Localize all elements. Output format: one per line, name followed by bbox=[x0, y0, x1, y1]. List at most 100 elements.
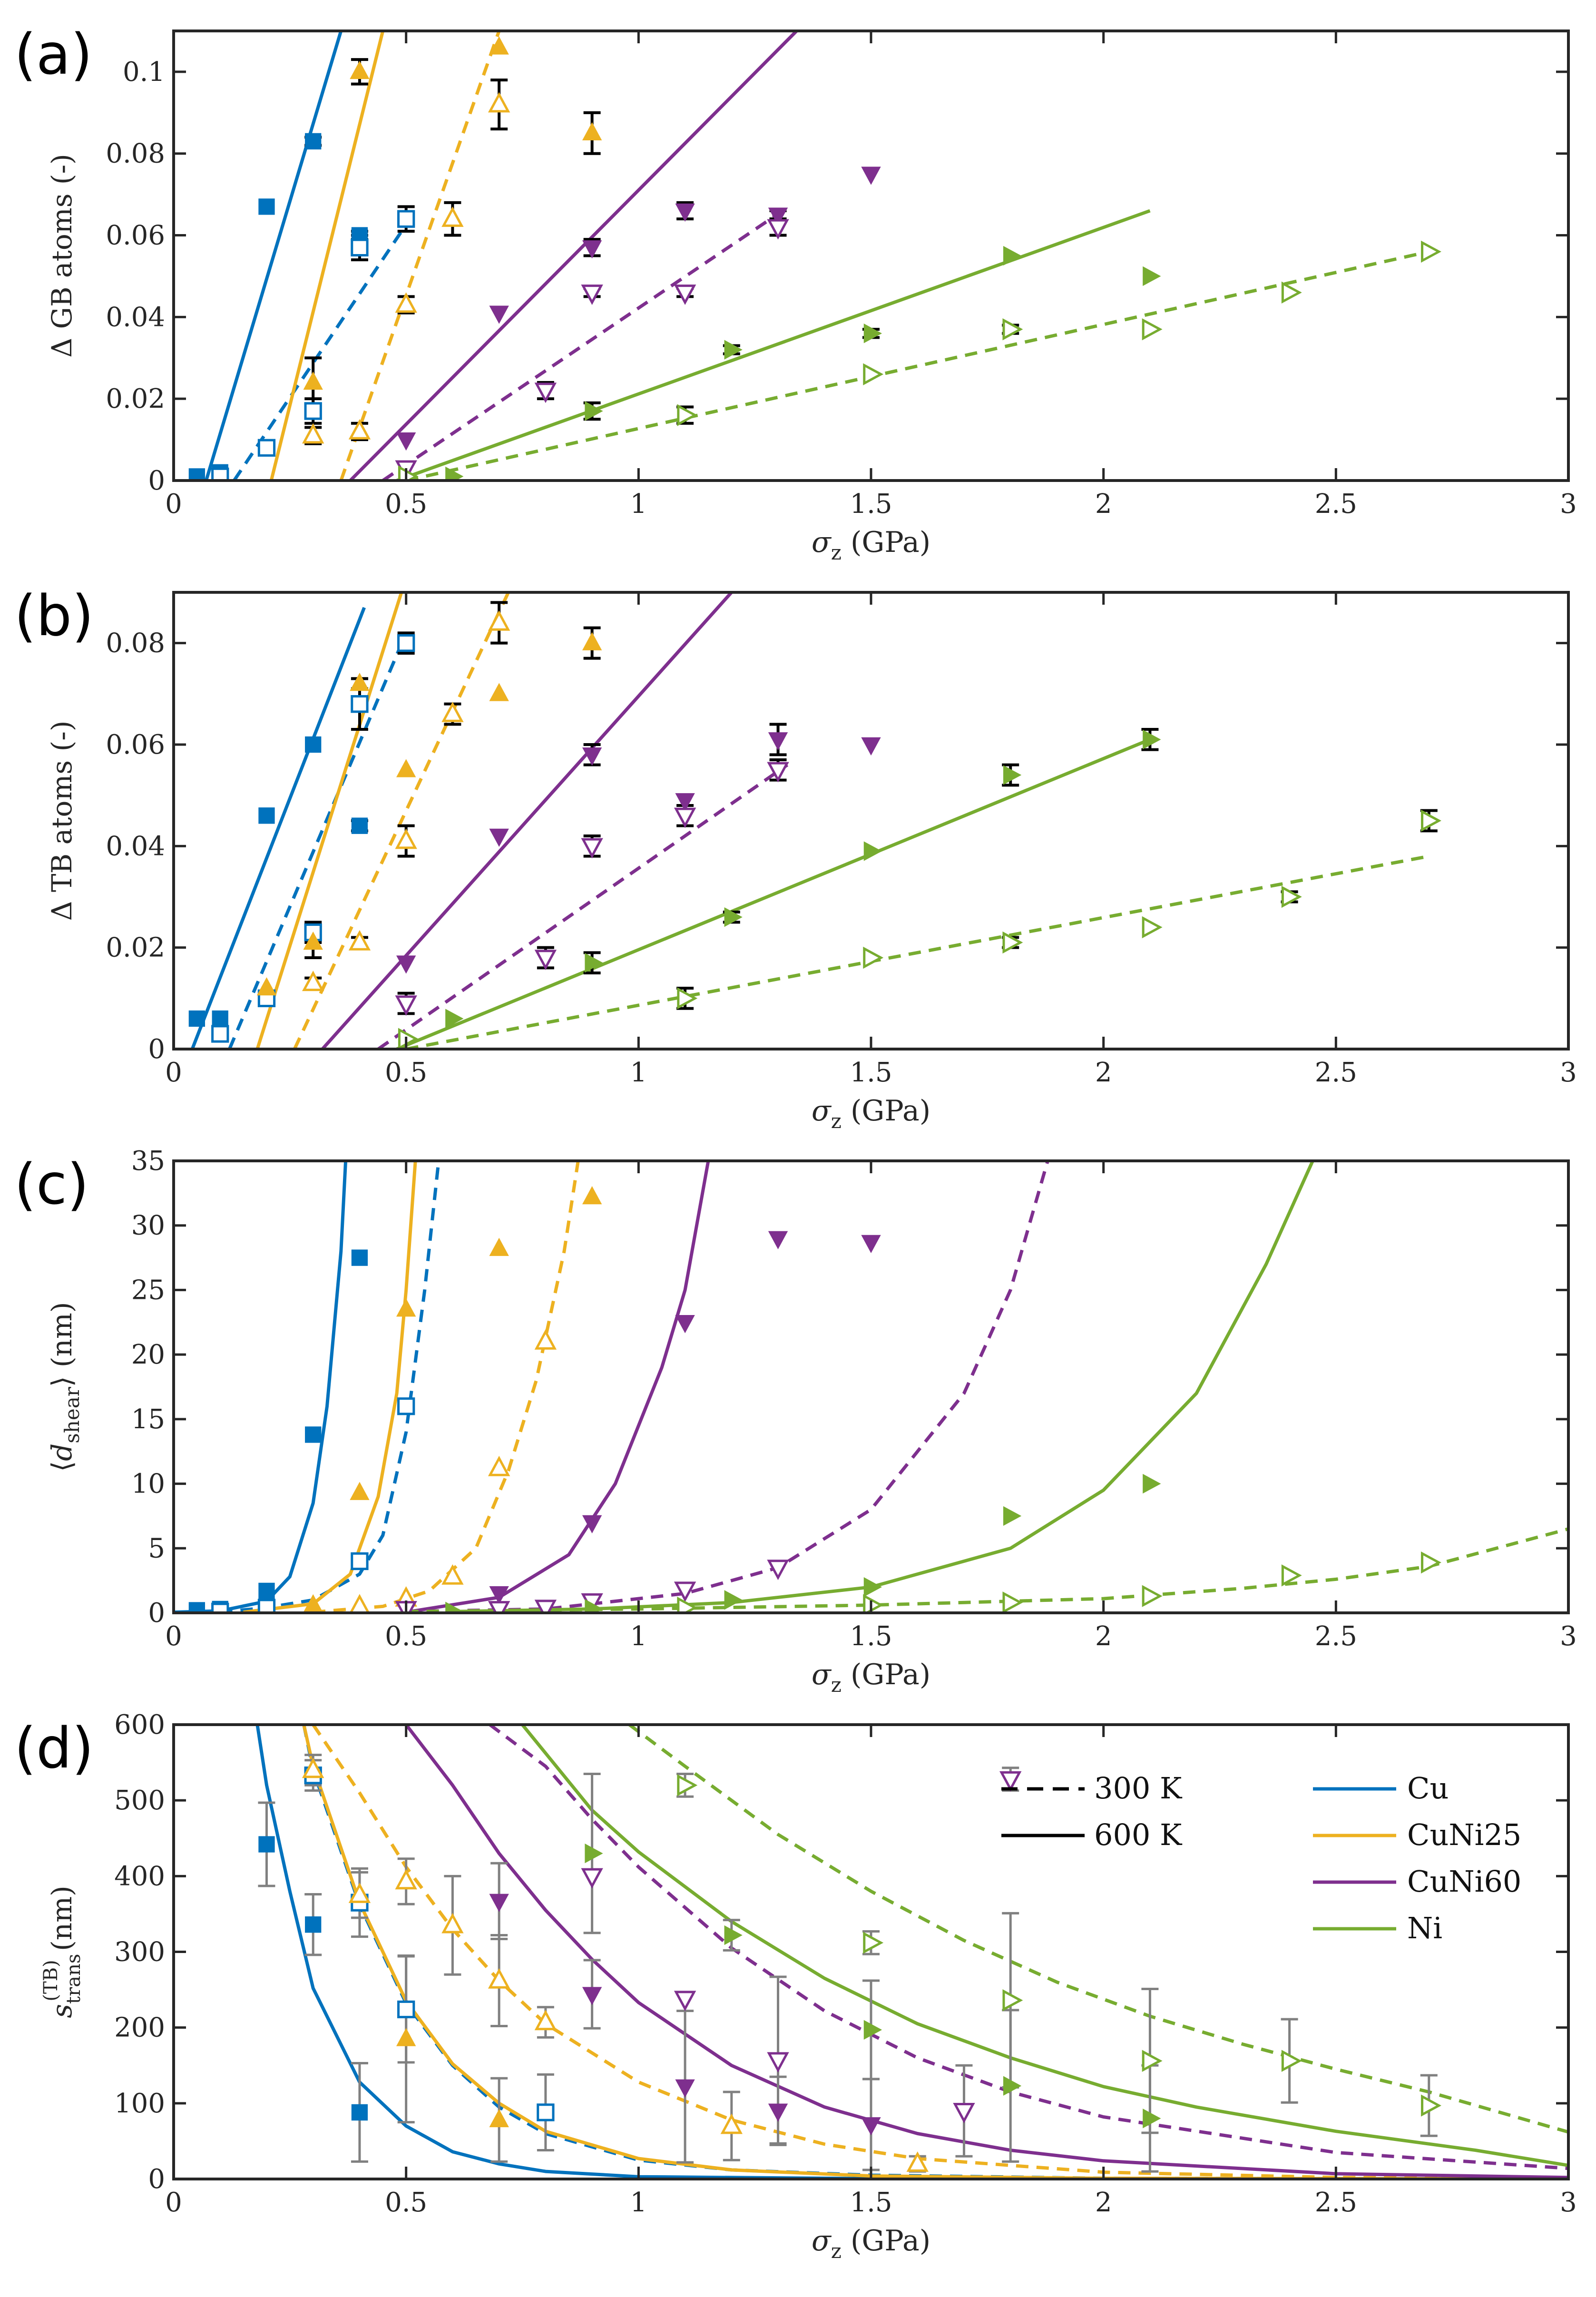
marker-ni-600k bbox=[724, 340, 743, 360]
marker-cuni60-600k bbox=[861, 737, 881, 756]
marker-cuni25-300k bbox=[395, 828, 417, 849]
y-tick-label: 30 bbox=[131, 1210, 165, 1241]
marker-cuni25-600k bbox=[350, 672, 370, 691]
plot-content bbox=[188, 592, 1441, 1049]
y-axis-label: strans(TB) (nm) bbox=[40, 1885, 85, 2018]
marker-cuni25-300k bbox=[720, 2113, 743, 2134]
marker-cuni60-600k bbox=[861, 2117, 881, 2136]
marker-cuni25-300k bbox=[302, 1757, 324, 1778]
panel-label: (b) bbox=[14, 583, 94, 648]
x-tick-label: 0.5 bbox=[385, 1621, 427, 1652]
marker-cuni60-600k bbox=[768, 207, 788, 226]
legend-label-300k: 300 K bbox=[1094, 1771, 1183, 1806]
plot-area bbox=[174, 31, 1568, 481]
y-tick-label: 5 bbox=[148, 1533, 165, 1564]
marker-cuni25-300k bbox=[302, 423, 324, 444]
y-tick-label: 600 bbox=[114, 1709, 165, 1740]
marker-ni-300k bbox=[1281, 2050, 1302, 2072]
x-tick-label: 1 bbox=[630, 1057, 647, 1088]
marker-cuni60-300k bbox=[674, 1991, 696, 2012]
fit-cu-600k bbox=[255, 1725, 1568, 2179]
marker-cu-600k bbox=[351, 2104, 368, 2121]
marker-ni-300k bbox=[677, 404, 698, 426]
marker-cuni60-300k bbox=[767, 2052, 789, 2073]
marker-ni-600k bbox=[1003, 245, 1022, 266]
fit-cuni60-300k bbox=[406, 1161, 1049, 1613]
fit-ni-300k bbox=[406, 854, 1430, 1049]
marker-ni-600k bbox=[585, 1843, 603, 1864]
marker-cuni25-300k bbox=[906, 2151, 929, 2172]
marker-cuni25-600k bbox=[489, 683, 509, 701]
marker-cu-300k bbox=[211, 467, 229, 481]
marker-cuni60-600k bbox=[396, 432, 416, 451]
x-tick-label: 0 bbox=[165, 1621, 182, 1652]
x-tick-label: 0 bbox=[165, 489, 182, 520]
marker-ni-300k bbox=[1281, 1564, 1302, 1587]
x-axis-label: σz (GPa) bbox=[812, 1658, 930, 1697]
marker-cuni60-300k bbox=[581, 1868, 603, 1889]
marker-cu-300k bbox=[304, 402, 322, 420]
marker-cuni25-600k bbox=[303, 371, 323, 390]
marker-cuni25-600k bbox=[396, 1298, 416, 1317]
marker-cuni60-300k bbox=[674, 807, 696, 828]
marker-cuni25-300k bbox=[395, 1869, 417, 1890]
marker-cuni25-600k bbox=[303, 931, 323, 950]
marker-cuni60-300k bbox=[534, 383, 557, 403]
marker-cuni60-600k bbox=[675, 203, 695, 222]
marker-cuni25-300k bbox=[488, 1968, 510, 1989]
panel-label: (d) bbox=[14, 1715, 94, 1781]
marker-cuni60-600k bbox=[861, 167, 881, 185]
x-axis-label: σz (GPa) bbox=[812, 1094, 930, 1133]
marker-ni-300k bbox=[1421, 1551, 1441, 1574]
x-tick-label: 2.5 bbox=[1315, 1621, 1357, 1652]
marker-cu-300k bbox=[397, 210, 415, 228]
x-tick-label: 0 bbox=[165, 2187, 182, 2218]
marker-ni-300k bbox=[863, 946, 884, 969]
panel-label: (a) bbox=[14, 21, 92, 87]
marker-ni-600k bbox=[724, 907, 743, 927]
marker-cu-600k bbox=[258, 807, 275, 824]
marker-cu-300k bbox=[257, 1599, 276, 1613]
plot-content bbox=[188, 31, 1441, 481]
marker-cu-300k bbox=[211, 1602, 229, 1613]
marker-cuni60-600k bbox=[768, 1231, 788, 1249]
marker-cuni25-300k bbox=[441, 206, 464, 227]
panel-b: 0 0.5 1 1.5 2 2.5 3 0 0.02 0.04 0.06 0.08 σz (GPa) Δ … bbox=[14, 583, 1577, 1133]
marker-cu-600k bbox=[351, 817, 368, 834]
marker-cuni25-300k bbox=[441, 701, 464, 722]
marker-ni-300k bbox=[677, 987, 698, 1010]
y-tick-label: 0 bbox=[148, 1598, 165, 1629]
fit-cu-300k bbox=[228, 632, 408, 1049]
fit-ni-300k bbox=[405, 250, 1430, 481]
marker-cu-600k bbox=[305, 1916, 322, 1933]
marker-ni-600k bbox=[724, 1925, 743, 1945]
marker-cuni60-600k bbox=[675, 1315, 695, 1334]
marker-ni-600k bbox=[1143, 729, 1161, 750]
marker-cuni25-600k bbox=[350, 60, 370, 79]
marker-cu-600k bbox=[188, 468, 206, 481]
x-tick-label: 1.5 bbox=[850, 2187, 892, 2218]
marker-ni-600k bbox=[585, 401, 603, 421]
fit-cuni60-600k bbox=[321, 592, 733, 1049]
fit-cuni60-300k bbox=[377, 763, 789, 1049]
y-tick-label: 20 bbox=[131, 1339, 165, 1370]
marker-cu-300k bbox=[397, 634, 415, 652]
fit-cuni25-600k bbox=[269, 31, 385, 481]
marker-cuni60-300k bbox=[395, 995, 417, 1016]
marker-cuni60-600k bbox=[675, 2079, 695, 2098]
marker-ni-300k bbox=[1002, 931, 1023, 954]
marker-cuni60-600k bbox=[582, 1987, 602, 2005]
x-tick-label: 3 bbox=[1560, 1057, 1577, 1088]
marker-cuni25-300k bbox=[441, 1913, 464, 1934]
marker-cu-600k bbox=[258, 198, 275, 215]
marker-cu-300k bbox=[397, 1397, 415, 1415]
marker-ni-600k bbox=[1003, 765, 1022, 785]
marker-cuni25-600k bbox=[582, 1186, 602, 1205]
marker-cuni60-300k bbox=[581, 838, 603, 859]
marker-cuni25-600k bbox=[350, 1482, 370, 1500]
marker-cu-300k bbox=[257, 439, 276, 457]
panel-a: 0 0.5 1 1.5 2 2.5 3 0 0.02 0.04 0.06 0.08 0.1 σz (GPa… bbox=[14, 21, 1577, 564]
marker-cuni25-300k bbox=[348, 419, 371, 440]
marker-cuni60-300k bbox=[767, 1560, 789, 1580]
